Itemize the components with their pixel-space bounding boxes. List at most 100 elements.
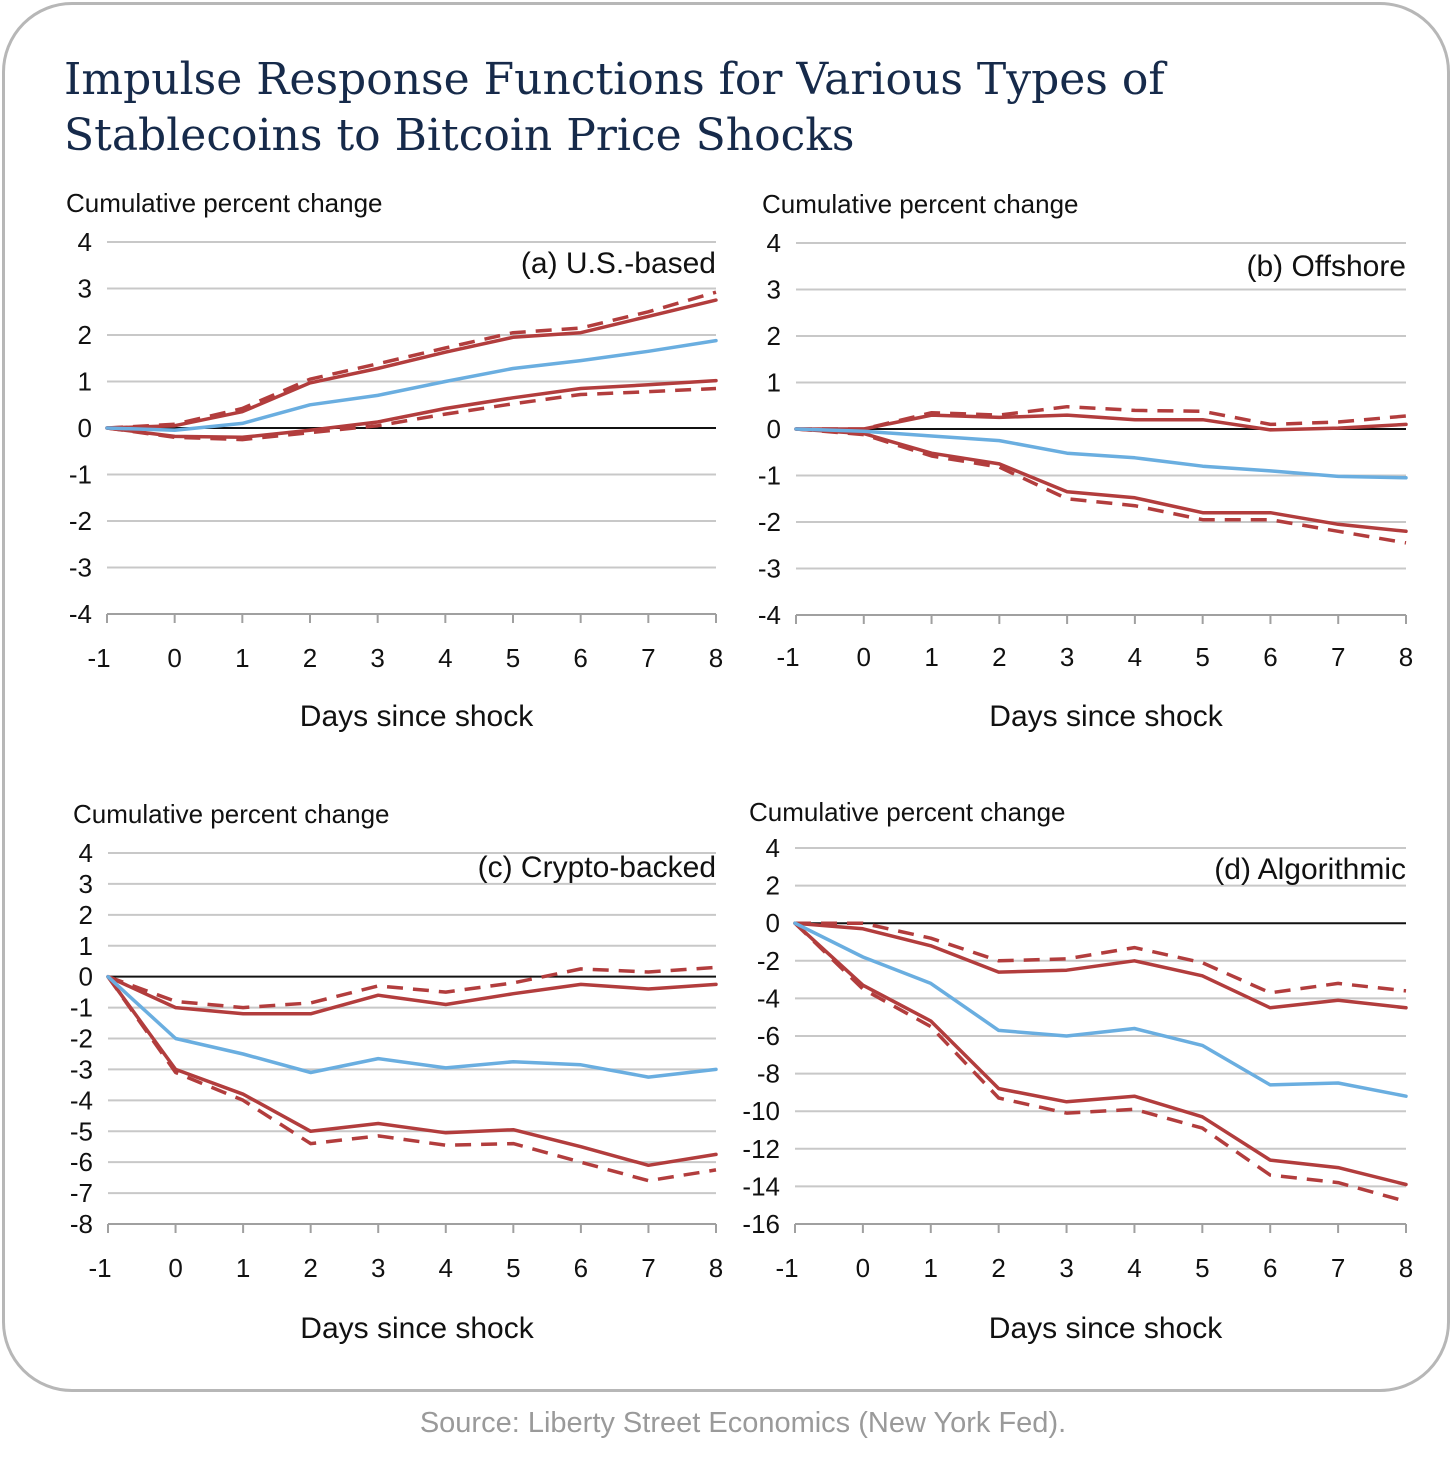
figure-title: Impulse Response Functions for Various T… [64,54,1165,161]
y-tick-label: 2 [79,900,93,930]
y-tick-label: 1 [79,931,93,961]
y-tick-label: -6 [70,1147,93,1177]
outer-band-line [795,921,1407,995]
y-tick-label: 4 [79,838,93,868]
y-tick-label: -12 [742,1134,780,1164]
y-tick-label: -1 [69,460,92,490]
inner-band-line [793,921,1408,1187]
x-tick-label: 7 [641,643,655,673]
x-tick-label: 8 [709,1253,723,1283]
x-axis-label: Days since shock [989,1312,1223,1345]
x-tick-label: 3 [1059,1253,1073,1283]
y-tick-label: -16 [742,1209,780,1239]
outer-band-line [107,965,717,1010]
y-tick-label: -1 [758,461,781,491]
estimate-line [794,427,1408,480]
y-tick-label: -4 [757,983,780,1013]
y-tick-label: -6 [757,1021,780,1051]
x-tick-label: 2 [992,642,1006,672]
y-tick-label: -2 [69,506,92,536]
x-tick-label: 3 [371,1253,385,1283]
panel-c: Cumulative percent change43210-1-2-3-4-5… [70,799,723,1345]
outer-band-line [795,427,1407,545]
estimate-line [793,921,1408,1098]
y-tick-label: 4 [78,227,92,257]
source-note: Source: Liberty Street Economics (New Yo… [419,1407,1067,1439]
outer-band-line [793,921,1407,1204]
x-axis-label: Days since shock [989,700,1223,733]
inner-band-line [794,413,1408,432]
x-axis-label: Days since shock [300,700,534,733]
y-tick-label: 1 [78,367,92,397]
y-tick-label: 4 [766,833,780,863]
inner-band-line [105,298,718,430]
x-tick-label: 5 [1195,1253,1209,1283]
x-tick-label: 4 [439,1253,453,1283]
x-tick-label: 8 [709,643,723,673]
y-tick-label: 1 [767,368,781,398]
x-tick-label: 8 [1399,642,1413,672]
x-tick-label: 1 [235,643,249,673]
x-tick-label: 7 [1331,642,1345,672]
outer-band-line [106,975,717,1183]
y-tick-label: -2 [758,507,781,537]
panel-a: Cumulative percent change 4 3 2 1 0 -1 -2 -3 -4 -1… [66,188,723,733]
y-tick-label: -8 [70,1209,93,1239]
inner-band-line [106,974,718,1168]
y-tick-label: -10 [742,1096,780,1126]
y-tick-label: -3 [70,1054,93,1084]
panel-label: (d) Algorithmic [1214,853,1406,886]
y-tick-label: -14 [742,1171,780,1201]
y-tick-label: 3 [78,274,92,304]
y-tick-label: -4 [758,600,781,630]
x-tick-label: 2 [303,1253,317,1283]
y-tick-label: 2 [766,871,780,901]
x-tick-label: 0 [856,1253,870,1283]
y-tick-label: -2 [757,946,780,976]
y-tick-label: 0 [79,962,93,992]
y-tick-label: -7 [70,1178,93,1208]
y-tick-label: 0 [78,413,92,443]
y-tick-label: -3 [758,554,781,584]
panel-label: (b) Offshore [1246,250,1406,283]
inner-band-line [105,378,718,440]
x-tick-label: 0 [168,1253,182,1283]
estimate-line [105,338,718,433]
x-tick-label: 4 [438,643,452,673]
y-tick-label: -4 [69,599,92,629]
x-tick-label: 4 [1128,642,1142,672]
y-axis-label: Cumulative percent change [749,797,1066,827]
x-tick-label: 1 [924,1253,938,1283]
x-tick-label: 5 [1195,642,1209,672]
x-axis-label: Days since shock [300,1312,534,1345]
panel-d: Cumulative percent change420-2-4-6-8-10-… [742,797,1413,1345]
y-tick-label: -3 [69,553,92,583]
x-tick-label: 5 [506,1253,520,1283]
y-axis-label: Cumulative percent change [73,799,390,829]
panel-label: (c) Crypto-backed [478,851,716,884]
estimate-line [106,974,718,1079]
y-tick-label: -5 [70,1116,93,1146]
x-tick-label: 4 [1127,1253,1141,1283]
x-tick-label: 0 [857,642,871,672]
panel-b: Cumulative percent change 4 3 2 1 0 -1 -2 -3 -4 -1… [758,189,1413,733]
x-tick-label: 1 [236,1253,250,1283]
y-axis-label: Cumulative percent change [762,189,1079,219]
x-tick-label: 7 [1331,1253,1345,1283]
x-tick-label: 2 [303,643,317,673]
y-tick-label: -2 [70,1024,93,1054]
x-tick-label: 6 [574,1253,588,1283]
x-tick-label: 5 [506,643,520,673]
y-tick-label: -4 [70,1085,93,1115]
y-tick-label: 0 [767,414,781,444]
x-tick-label: 0 [167,643,181,673]
y-tick-label: 3 [79,869,93,899]
x-tick-label: 3 [370,643,384,673]
y-axis-label: Cumulative percent change [66,188,383,218]
x-tick-label: 1 [924,642,938,672]
x-tick-label: -1 [87,643,110,673]
y-tick-label: -1 [70,993,93,1023]
x-tick-label: 6 [573,643,587,673]
x-tick-label: 3 [1060,642,1074,672]
